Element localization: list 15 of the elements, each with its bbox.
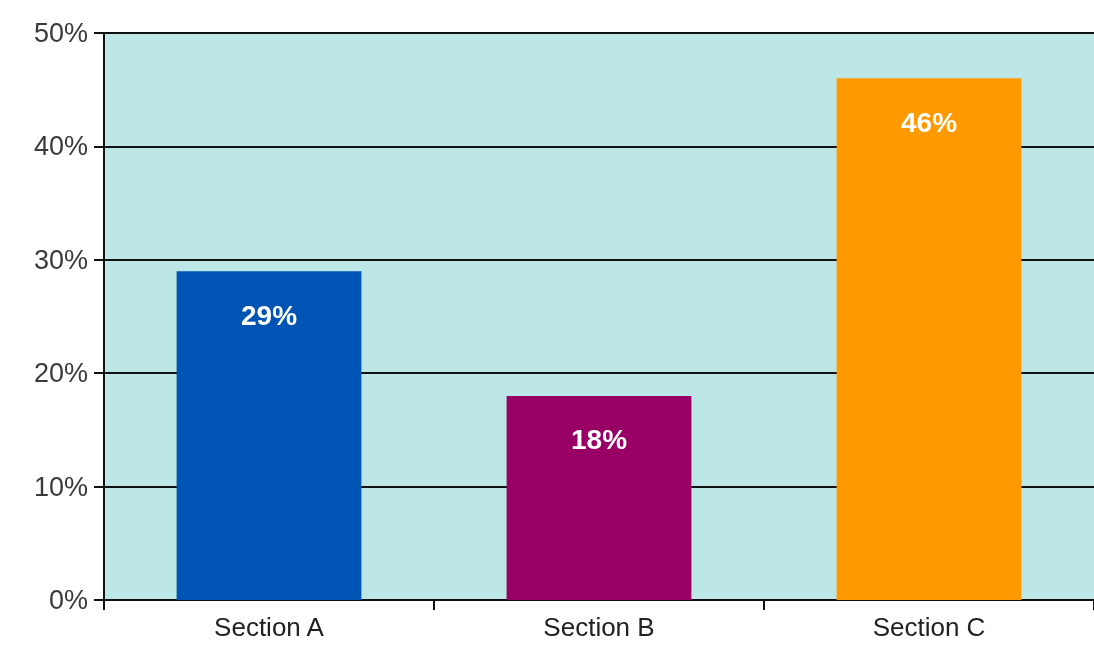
y-tick-label: 50% <box>33 18 88 48</box>
y-tick-label: 0% <box>48 585 88 615</box>
bar <box>836 78 1022 600</box>
bar <box>506 395 692 600</box>
x-tick-label: Section A <box>214 612 325 642</box>
y-tick-label: 40% <box>33 131 88 162</box>
y-tick-label: 10% <box>33 471 88 502</box>
data-label: 18% <box>570 424 628 456</box>
x-tick-label: Section C <box>872 612 986 642</box>
bar <box>176 271 362 600</box>
y-tick-label: 30% <box>33 244 88 275</box>
data-label: 46% <box>900 106 958 138</box>
data-label: 29% <box>240 299 298 331</box>
x-tick-label: Section B <box>543 612 655 642</box>
y-tick-label: 20% <box>33 358 88 389</box>
